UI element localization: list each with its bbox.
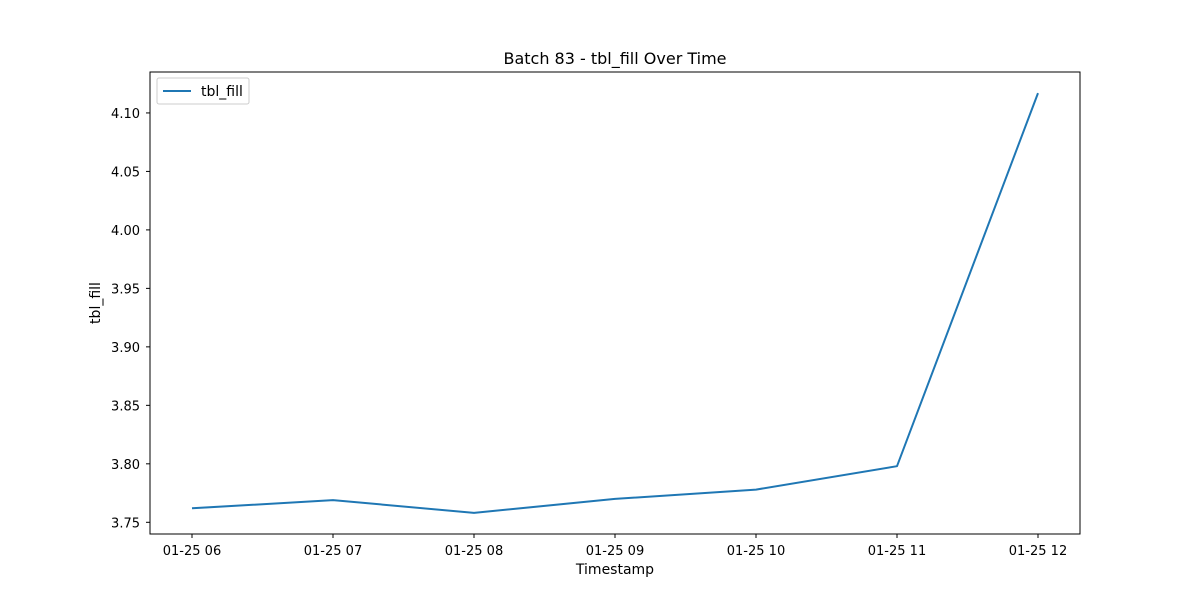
- legend-label-tbl-fill: tbl_fill: [201, 84, 243, 100]
- y-axis: 3.75 3.80 3.85 3.90 3.95 4.00 4.05 4.10: [111, 107, 150, 531]
- x-tick-label: 01-25 07: [304, 544, 362, 559]
- y-tick-label: 4.10: [111, 107, 140, 122]
- legend-box: [156, 77, 250, 105]
- series-layer: [191, 92, 1039, 514]
- legend: tbl_fill: [156, 77, 250, 105]
- y-tick-label: 4.00: [111, 224, 140, 239]
- y-tick-label: 3.95: [111, 282, 140, 297]
- x-tick-label: 01-25 12: [1009, 544, 1067, 559]
- y-tick-label: 3.75: [111, 516, 140, 531]
- y-tick-label: 3.85: [111, 399, 140, 414]
- y-axis-label: tbl_fill: [88, 282, 104, 324]
- x-axis-label: Timestamp: [575, 562, 654, 578]
- y-tick-label: 3.90: [111, 341, 140, 356]
- x-tick-label: 01-25 08: [445, 544, 503, 559]
- x-tick-label: 01-25 09: [586, 544, 644, 559]
- x-tick-label: 01-25 06: [163, 544, 221, 559]
- y-tick-label: 4.05: [111, 165, 140, 180]
- plot-frame: [149, 71, 1081, 535]
- x-tick-label: 01-25 11: [868, 544, 926, 559]
- x-tick-label: 01-25 10: [727, 544, 785, 559]
- y-tick-label: 3.80: [111, 458, 140, 473]
- x-axis: 01-25 06 01-25 07 01-25 08 01-25 09 01-25 10…: [163, 534, 1067, 559]
- chart-title: Batch 83 - tbl_fill Over Time: [503, 49, 726, 69]
- series-line-tbl-fill: [191, 92, 1039, 514]
